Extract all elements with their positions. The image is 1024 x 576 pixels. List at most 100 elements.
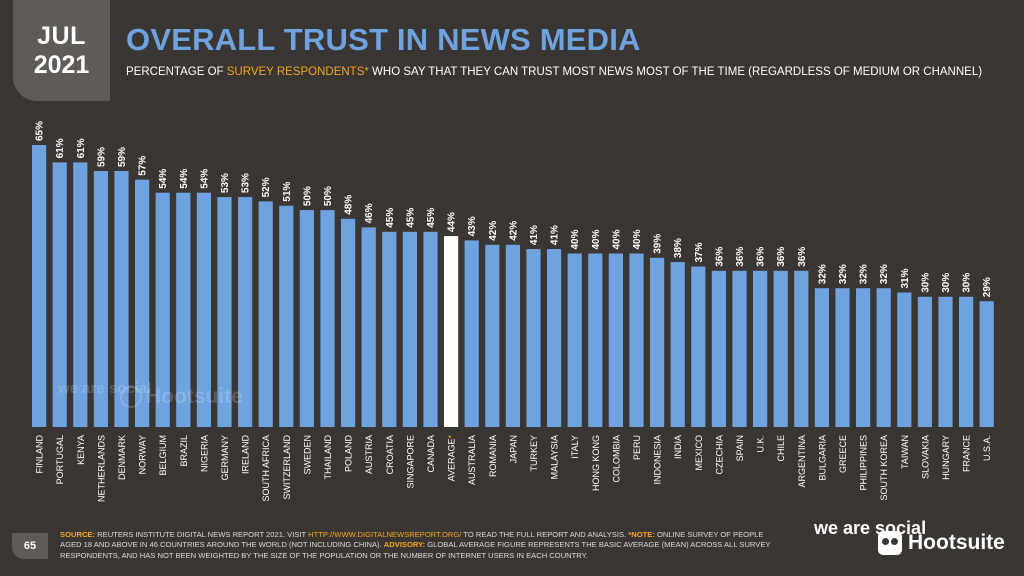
bar-romania — [485, 244, 500, 427]
value-label-japan: 42% — [508, 221, 519, 241]
source-link[interactable]: HTTP://WWW.DIGITALNEWSREPORT.ORG/ — [308, 530, 462, 539]
value-label-norway: 57% — [138, 156, 149, 176]
page-title: OVERALL TRUST IN NEWS MEDIA — [126, 22, 641, 57]
category-label-denmark: DENMARK — [117, 435, 127, 480]
value-label-italy: 40% — [570, 229, 581, 249]
subtitle-highlight: SURVEY RESPONDENTS* — [226, 66, 369, 78]
hootsuite-logo-label: Hootsuite — [908, 531, 1005, 554]
bar-colombia — [608, 253, 623, 427]
bar-u-k — [753, 270, 768, 427]
value-label-indonesia: 39% — [653, 234, 664, 254]
bar-hong-kong — [588, 253, 603, 427]
value-label-romania: 42% — [488, 221, 499, 241]
category-label-bulgaria: BULGARIA — [817, 435, 827, 481]
value-label-switzerland: 51% — [282, 182, 293, 202]
value-label-malaysia: 41% — [550, 225, 561, 245]
bar-hungary — [938, 296, 953, 427]
value-label-peru: 40% — [632, 229, 643, 249]
value-label-u-s-a: 29% — [982, 277, 993, 297]
category-label-germany: GERMANY — [220, 435, 230, 481]
category-label-south-africa: SOUTH AFRICA — [261, 435, 271, 502]
bar-nigeria — [196, 192, 211, 427]
category-label-norway: NORWAY — [138, 435, 148, 474]
bar-italy — [567, 253, 582, 427]
category-label-taiwan: TAIWAN — [900, 435, 910, 469]
category-label-u-k: U.K. — [756, 435, 766, 453]
value-label-india: 38% — [673, 238, 684, 258]
category-label-hungary: HUNGARY — [941, 435, 951, 480]
value-label-argentina: 36% — [797, 247, 808, 267]
category-label-australia: AUSTRALIA — [467, 435, 477, 485]
subtitle-prefix: PERCENTAGE OF — [126, 66, 227, 78]
page-number: 65 — [12, 533, 48, 559]
category-label-argentina: ARGENTINA — [797, 435, 807, 488]
category-label-spain: SPAIN — [735, 435, 745, 461]
category-label-france: FRANCE — [962, 435, 972, 472]
category-label-colombia: COLOMBIA — [611, 435, 621, 483]
category-label-czechia: CZECHIA — [714, 435, 724, 475]
value-label-poland: 48% — [344, 195, 355, 215]
bar-south-korea — [876, 288, 891, 427]
value-label-portugal: 61% — [55, 138, 66, 158]
bar-belgium — [155, 192, 170, 427]
bar-philippines — [856, 288, 871, 427]
value-label-philippines: 32% — [859, 264, 870, 284]
bar-germany — [217, 197, 232, 427]
bar-denmark — [114, 171, 129, 427]
value-label-colombia: 40% — [611, 229, 622, 249]
value-label-bulgaria: 32% — [817, 264, 828, 284]
bar-india — [670, 262, 685, 427]
watermark-hootsuite-label: Hootsuite — [146, 385, 243, 408]
category-label-south-korea: SOUTH KOREA — [879, 435, 889, 501]
value-label-croatia: 45% — [385, 208, 396, 228]
category-label-turkey: TURKEY — [529, 435, 539, 472]
category-label-slovakia: SLOVAKIA — [920, 435, 930, 479]
note-label: *NOTE: — [628, 530, 655, 539]
bar-u-s-a — [979, 301, 994, 427]
value-label-slovakia: 30% — [920, 273, 931, 293]
bar-indonesia — [650, 257, 665, 427]
category-label-switzerland: SWITZERLAND — [282, 435, 292, 500]
value-label-belgium: 54% — [158, 169, 169, 189]
source-text-2: TO READ THE FULL REPORT AND ANALYSIS. — [461, 530, 629, 539]
bar-spain — [732, 270, 747, 427]
value-label-average: 44% — [447, 212, 458, 232]
value-label-hong-kong: 40% — [591, 229, 602, 249]
category-label-average: AVERAGE* — [447, 435, 457, 482]
category-label-portugal: PORTUGAL — [55, 435, 65, 484]
value-label-france: 30% — [962, 273, 973, 293]
category-label-peru: PERU — [632, 435, 642, 460]
bar-argentina — [794, 270, 809, 427]
bar-malaysia — [547, 249, 562, 427]
category-label-india: INDIA — [673, 435, 683, 459]
category-label-ireland: IRELAND — [241, 435, 251, 475]
value-label-greece: 32% — [838, 264, 849, 284]
bar-finland — [32, 145, 47, 427]
value-label-south-korea: 32% — [879, 264, 890, 284]
bar-slovakia — [917, 296, 932, 427]
category-label-nigeria: NIGERIA — [199, 435, 209, 472]
bar-taiwan — [897, 292, 912, 427]
bar-thailand — [320, 210, 335, 427]
bar-kenya — [73, 162, 88, 427]
category-label-canada: CANADA — [426, 435, 436, 473]
category-label-hong-kong: HONG KONG — [591, 435, 601, 491]
value-label-south-africa: 52% — [261, 177, 272, 197]
hootsuite-logo: Hootsuite — [878, 531, 1005, 555]
bar-singapore — [402, 231, 417, 427]
bar-bulgaria — [814, 288, 829, 427]
bar-ireland — [238, 197, 253, 427]
value-label-sweden: 50% — [302, 186, 313, 206]
value-label-czechia: 36% — [714, 247, 725, 267]
value-label-ireland: 53% — [241, 173, 252, 193]
value-label-spain: 36% — [735, 247, 746, 267]
bar-sweden — [299, 210, 314, 427]
value-label-austria: 46% — [364, 203, 375, 223]
value-label-denmark: 59% — [117, 147, 128, 167]
bar-chile — [773, 270, 788, 427]
bar-turkey — [526, 249, 541, 427]
bar-austria — [361, 227, 376, 427]
value-label-brazil: 54% — [179, 169, 190, 189]
category-label-greece: GREECE — [838, 435, 848, 473]
date-month: JUL — [37, 22, 86, 51]
